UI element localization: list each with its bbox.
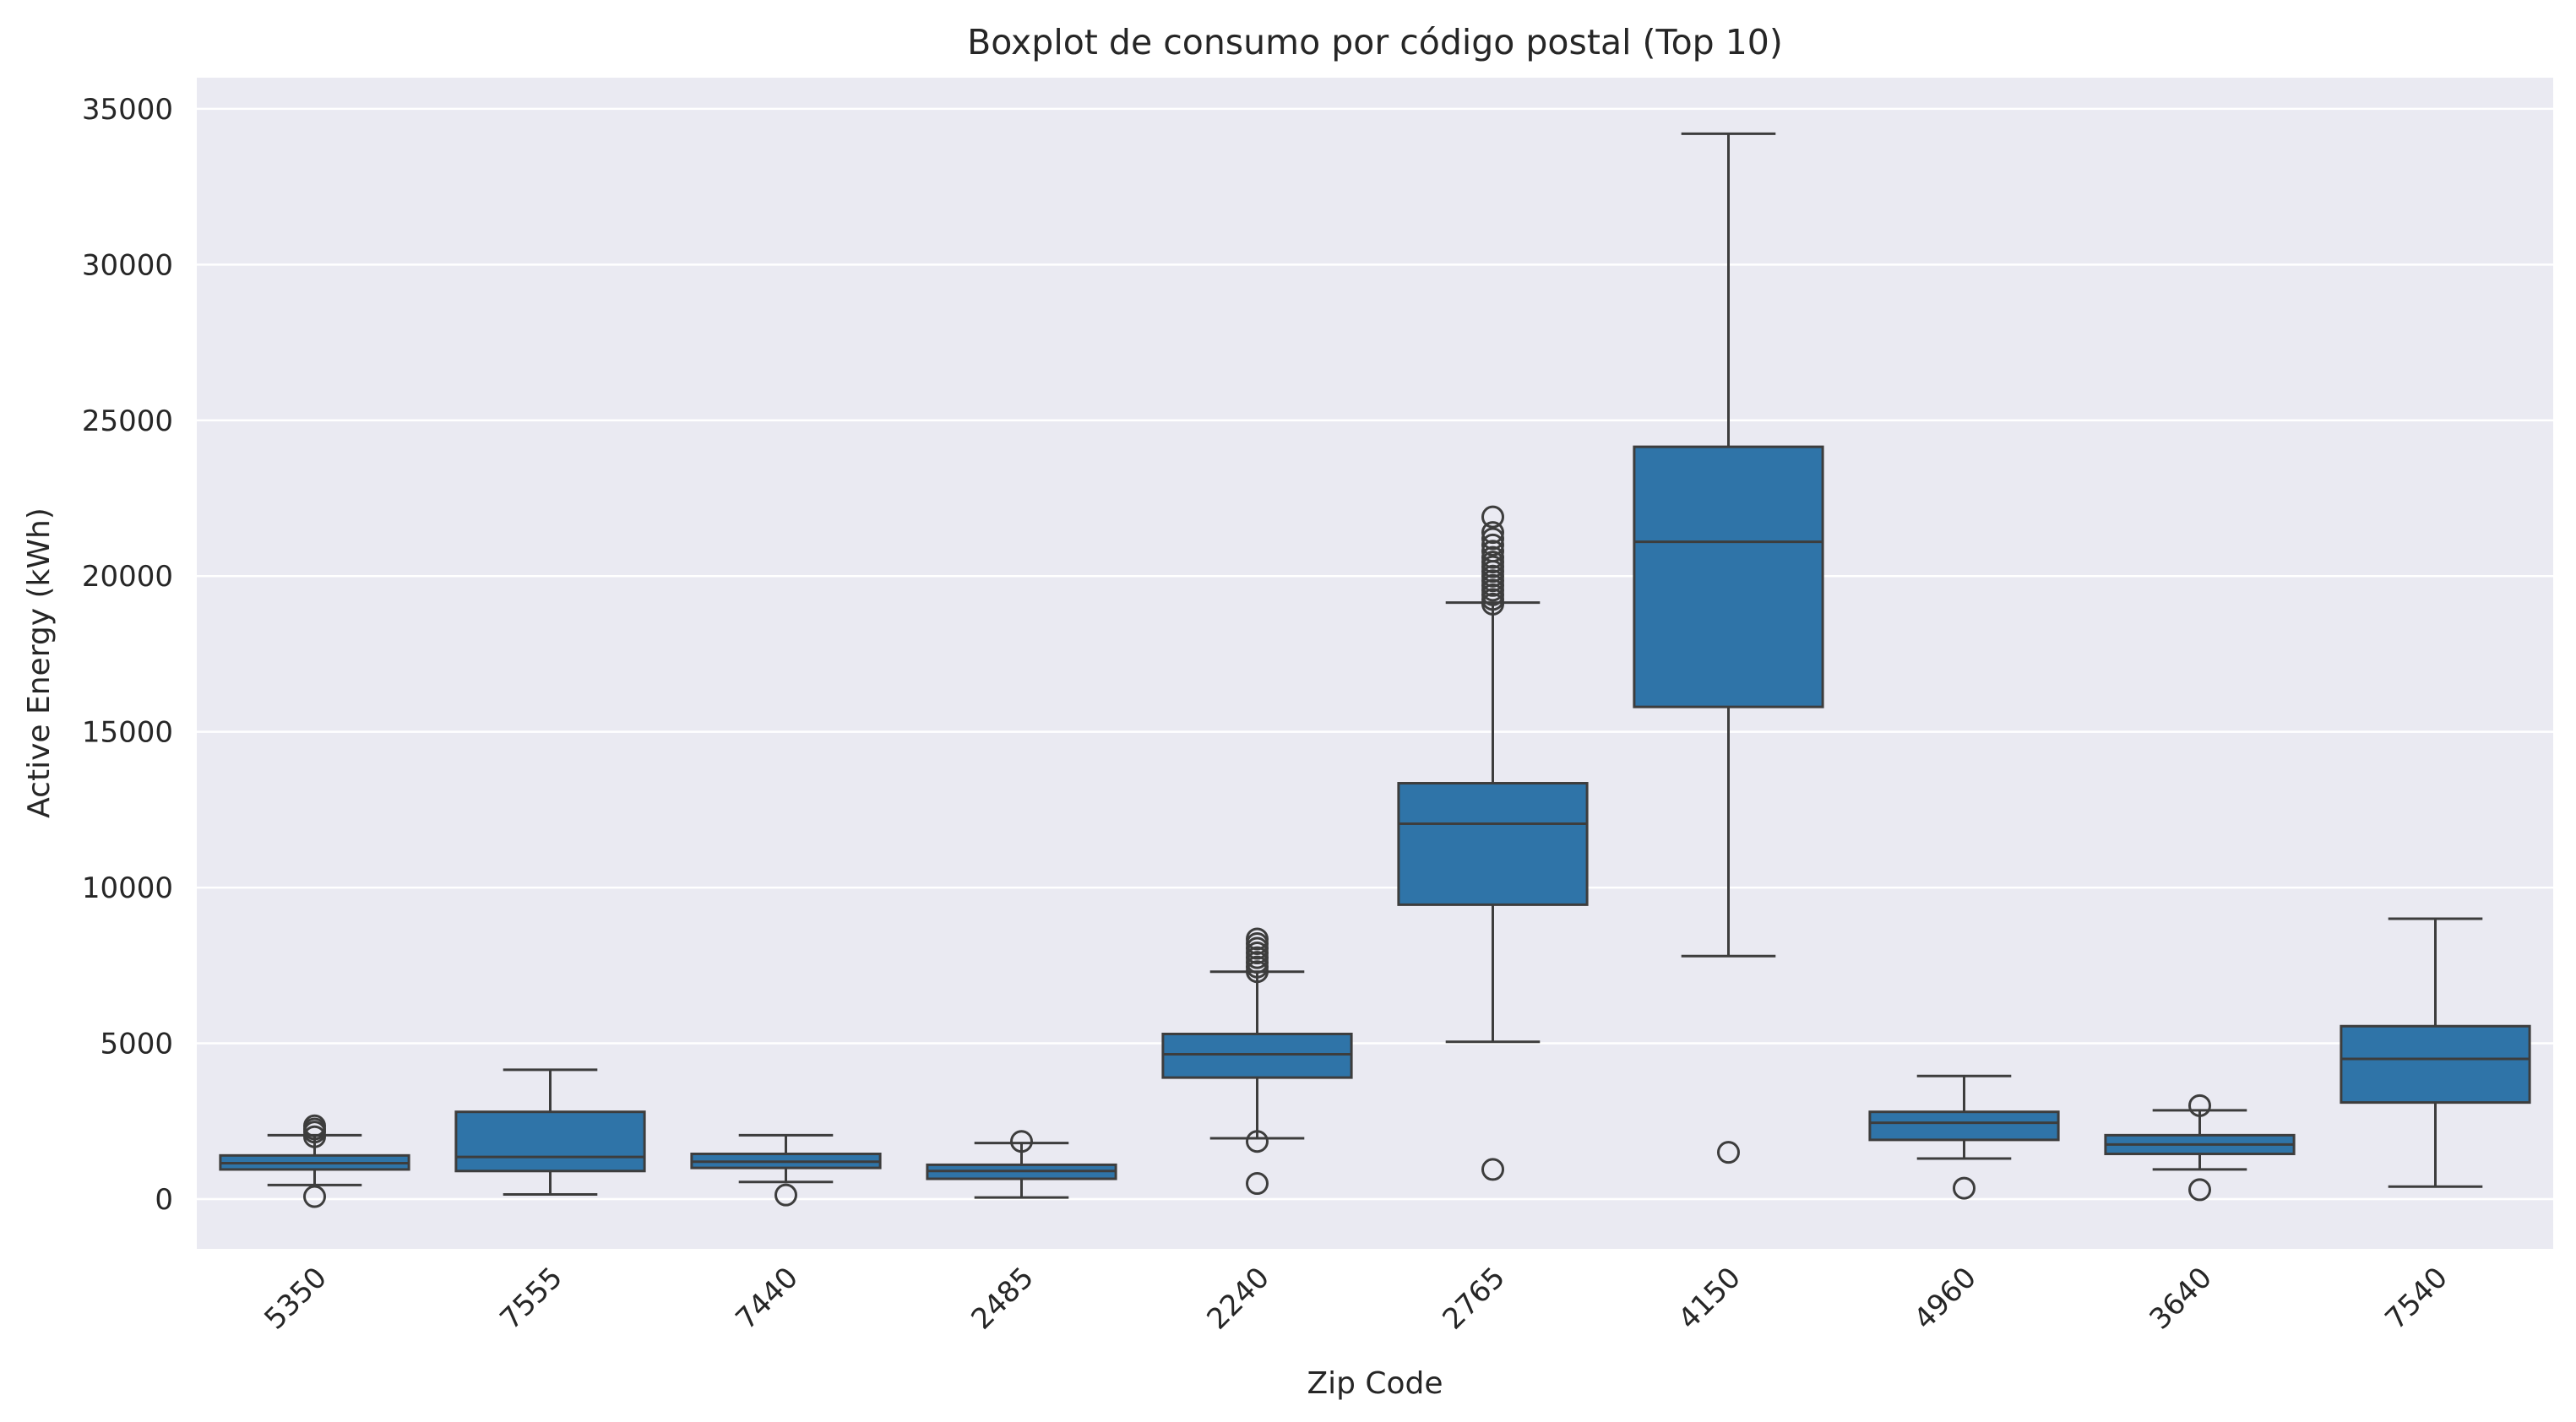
box-7440 bbox=[690, 1133, 882, 1207]
x-tick-label: 2765 bbox=[1436, 1261, 1511, 1336]
x-tick-label: 5350 bbox=[258, 1261, 333, 1336]
chart-title: Boxplot de consumo por código postal (To… bbox=[967, 22, 1783, 62]
outlier-point bbox=[2188, 1178, 2211, 1202]
outlier-point bbox=[1481, 540, 1504, 563]
outlier-point bbox=[1246, 1130, 1269, 1153]
box-4960 bbox=[1868, 1074, 2060, 1200]
box-5350 bbox=[219, 1114, 410, 1208]
x-tick-label: 2240 bbox=[1200, 1261, 1275, 1336]
box-7555 bbox=[454, 1068, 646, 1196]
outlier-point bbox=[1481, 1158, 1504, 1181]
y-tick-label: 30000 bbox=[82, 248, 173, 282]
outlier-point bbox=[1481, 533, 1504, 556]
box-2485 bbox=[926, 1130, 1117, 1199]
y-tick-label: 15000 bbox=[82, 716, 173, 750]
x-tick-label: 7540 bbox=[2378, 1261, 2454, 1336]
outlier-point bbox=[1481, 521, 1504, 545]
outlier-point bbox=[1246, 927, 1269, 951]
x-tick-label: 7440 bbox=[729, 1261, 804, 1336]
boxes-layer bbox=[219, 132, 2531, 1208]
x-axis-ticks: 5350 7555 7440 2485 2240 2765 4150 4960 3640 7540 bbox=[258, 1261, 2454, 1336]
box-body bbox=[1161, 1032, 1353, 1079]
outlier-point bbox=[303, 1114, 326, 1137]
box-3640 bbox=[2104, 1094, 2296, 1202]
box-2765 bbox=[1397, 505, 1589, 1181]
outlier-point bbox=[1953, 1176, 1975, 1200]
box-body bbox=[1397, 782, 1589, 906]
y-tick-label: 0 bbox=[155, 1183, 173, 1217]
x-tick-label: 4150 bbox=[1671, 1261, 1747, 1336]
box-body bbox=[2340, 1024, 2531, 1104]
box-body bbox=[1633, 445, 1824, 708]
outlier-point bbox=[1246, 1172, 1269, 1196]
outlier-point bbox=[1481, 527, 1504, 551]
y-axis-ticks: 0 5000 10000 15000 20000 25000 30000 35000 bbox=[82, 93, 173, 1217]
outlier-point bbox=[1481, 505, 1504, 529]
box-2240 bbox=[1161, 927, 1353, 1196]
x-tick-label: 7555 bbox=[493, 1261, 568, 1336]
y-tick-label: 10000 bbox=[82, 871, 173, 905]
y-tick-label: 35000 bbox=[82, 93, 173, 127]
outlier-point bbox=[1481, 545, 1504, 569]
plot-area bbox=[197, 78, 2553, 1249]
y-axis-label: Active Energy (kWh) bbox=[22, 507, 57, 818]
x-axis-label: Zip Code bbox=[1307, 1366, 1443, 1401]
box-body bbox=[1868, 1110, 2060, 1142]
x-tick-label: 4960 bbox=[1907, 1261, 1982, 1336]
outlier-point bbox=[303, 1185, 326, 1208]
outlier-point bbox=[774, 1183, 797, 1207]
grid-lines bbox=[197, 107, 2553, 1201]
outlier-point bbox=[1717, 1141, 1740, 1164]
y-tick-label: 25000 bbox=[82, 404, 173, 438]
box-4150 bbox=[1633, 132, 1824, 1164]
x-tick-label: 3640 bbox=[2143, 1261, 2218, 1336]
outlier-point bbox=[1010, 1130, 1033, 1153]
outlier-point bbox=[2188, 1094, 2211, 1117]
box-7540 bbox=[2340, 917, 2531, 1188]
box-body bbox=[454, 1110, 646, 1173]
x-tick-label: 2485 bbox=[965, 1261, 1040, 1336]
y-tick-label: 5000 bbox=[100, 1028, 173, 1061]
y-tick-label: 20000 bbox=[82, 560, 173, 594]
